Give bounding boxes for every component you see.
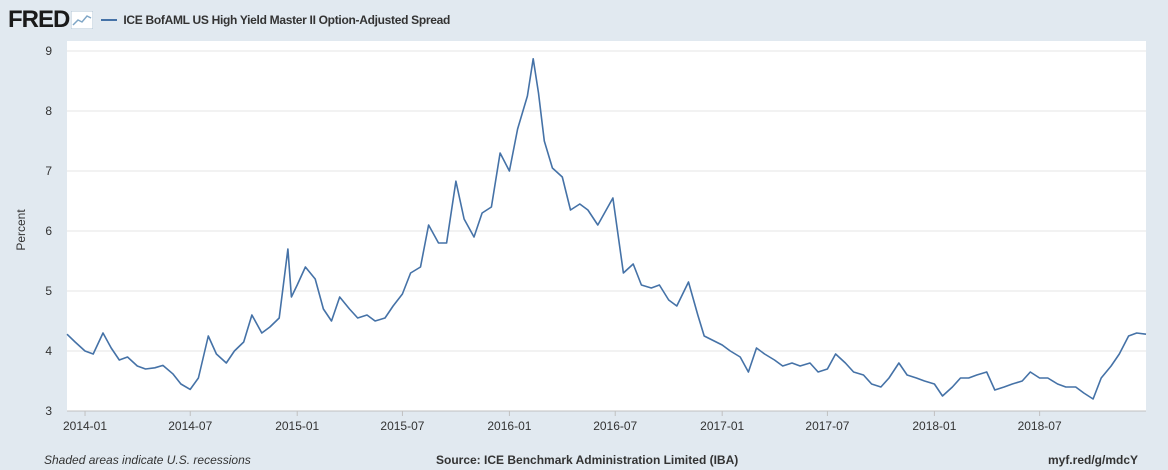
y-tick-label: 3 [45, 404, 52, 418]
x-tick-label: 2014-07 [168, 419, 212, 433]
y-axis-label: Percent [14, 209, 28, 251]
chart-header: FRED ICE BofAML US High Yield Master II … [8, 6, 450, 34]
fred-logo-text: FRED [8, 6, 70, 33]
y-tick-label: 9 [45, 44, 52, 58]
y-tick-label: 4 [45, 344, 52, 358]
x-tick-label: 2015-01 [275, 419, 319, 433]
x-tick-label: 2017-07 [805, 419, 849, 433]
logo-graph-icon [71, 11, 94, 29]
y-tick-labels: 3 4 5 6 7 8 9 [45, 44, 52, 418]
source-note: Source: ICE Benchmark Administration Lim… [436, 453, 739, 467]
x-tick-label: 2015-07 [380, 419, 424, 433]
y-tick-label: 5 [45, 284, 52, 298]
x-tick-label: 2018-01 [912, 419, 956, 433]
x-tick-label: 2018-07 [1018, 419, 1062, 433]
x-tick-label: 2014-01 [63, 419, 107, 433]
x-tick-label: 2016-01 [487, 419, 531, 433]
grid-lines [67, 50, 1146, 352]
series-title: ICE BofAML US High Yield Master II Optio… [123, 13, 451, 27]
series-line [66, 58, 1147, 400]
x-tick-label: 2017-01 [700, 419, 744, 433]
y-tick-label: 6 [45, 224, 52, 238]
recession-note: Shaded areas indicate U.S. recessions [44, 453, 251, 467]
short-url-link[interactable]: myf.red/g/mdcY [1047, 453, 1138, 467]
y-tick-label: 7 [45, 164, 52, 178]
x-tick-label: 2016-07 [593, 419, 637, 433]
legend-line-swatch [101, 19, 118, 21]
plot-area [67, 41, 1146, 411]
y-tick-label: 8 [45, 104, 52, 118]
x-tick-labels: 2014-01 2014-07 2015-01 2015-07 2016-01 2016-… [63, 411, 1062, 433]
fred-logo[interactable]: FRED [8, 6, 94, 34]
